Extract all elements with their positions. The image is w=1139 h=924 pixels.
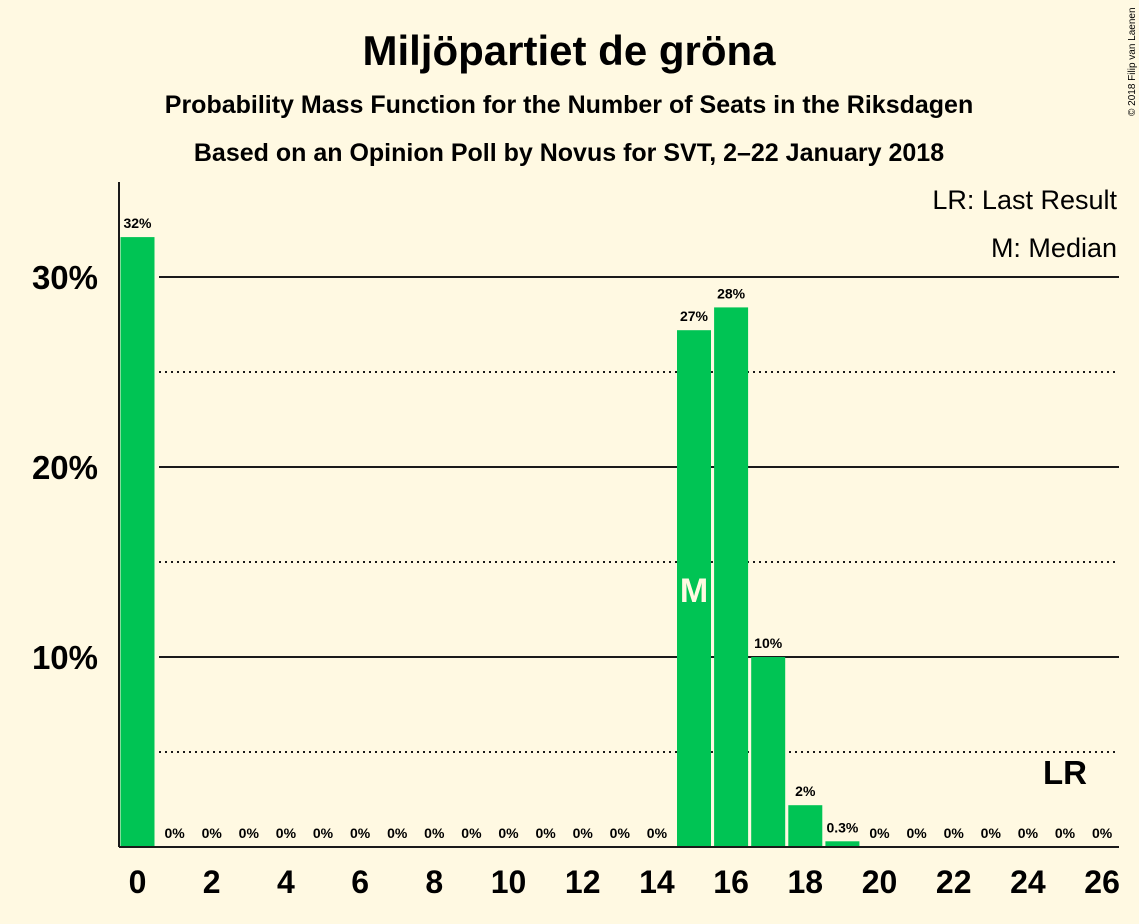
bar-value-label: 28% bbox=[717, 285, 746, 301]
bar-value-label: 0% bbox=[387, 825, 408, 841]
bar bbox=[714, 307, 749, 847]
x-tick-label: 18 bbox=[788, 864, 824, 900]
bar-value-label: 0% bbox=[424, 825, 445, 841]
x-tick-label: 10 bbox=[491, 864, 527, 900]
x-tick-label: 20 bbox=[862, 864, 898, 900]
bar-value-label: 10% bbox=[754, 635, 783, 651]
bar-value-label: 0.3% bbox=[826, 819, 858, 835]
x-tick-label: 4 bbox=[277, 864, 295, 900]
bar-value-label: 0% bbox=[944, 825, 965, 841]
bar-value-label: 0% bbox=[535, 825, 556, 841]
x-tick-label: 16 bbox=[713, 864, 749, 900]
bar-value-label: 2% bbox=[795, 783, 816, 799]
bar bbox=[677, 330, 711, 847]
chart-subtitle-1: Probability Mass Function for the Number… bbox=[165, 91, 973, 119]
bar bbox=[751, 657, 786, 847]
bar-value-label: 0% bbox=[164, 825, 185, 841]
x-tick-label: 2 bbox=[203, 864, 221, 900]
bar-value-label: 0% bbox=[239, 825, 260, 841]
bar-value-label: 0% bbox=[1018, 825, 1039, 841]
bar-value-label: 0% bbox=[1092, 825, 1113, 841]
chart-subtitle-2: Based on an Opinion Poll by Novus for SV… bbox=[194, 139, 944, 167]
x-tick-label: 0 bbox=[129, 864, 147, 900]
bar-value-label: 0% bbox=[313, 825, 334, 841]
bar-value-label: 32% bbox=[123, 215, 152, 231]
x-tick-label: 26 bbox=[1084, 864, 1120, 900]
bar bbox=[788, 805, 823, 847]
last-result-marker: LR bbox=[1043, 754, 1087, 791]
axes: 0 2 4 6 8 10 12 14 16 18 20 22 24 26 bbox=[118, 182, 1120, 900]
x-tick-label: 24 bbox=[1010, 864, 1046, 900]
bar-value-label: 0% bbox=[202, 825, 223, 841]
bar bbox=[825, 841, 860, 847]
bar bbox=[120, 237, 155, 848]
bar-value-label: 0% bbox=[647, 825, 668, 841]
bar-value-label: 0% bbox=[276, 825, 297, 841]
bar-value-label: 0% bbox=[981, 825, 1002, 841]
x-tick-label: 12 bbox=[565, 864, 601, 900]
gridlines: 10% 20% 30% bbox=[32, 259, 1119, 753]
bar-value-label: 0% bbox=[869, 825, 890, 841]
legend-median: M: Median bbox=[991, 233, 1117, 263]
x-tick-label: 22 bbox=[936, 864, 972, 900]
bar-value-label: 0% bbox=[573, 825, 594, 841]
x-tick-label: 8 bbox=[425, 864, 443, 900]
y-tick-label: 30% bbox=[32, 259, 98, 296]
chart-title: Miljöpartiet de gröna bbox=[362, 27, 776, 74]
bar-value-label: 0% bbox=[1055, 825, 1076, 841]
x-tick-label: 14 bbox=[639, 864, 675, 900]
bars: 32% 0% 0% 0% 0% 0% 0% 0% 0% 0% 0% 0% 0% 0% 0% 27% 28% 10%… bbox=[120, 215, 1113, 848]
median-marker: M bbox=[680, 572, 708, 610]
y-tick-label: 20% bbox=[32, 449, 98, 486]
y-tick-label: 10% bbox=[32, 639, 98, 676]
bar-value-label: 0% bbox=[350, 825, 371, 841]
bar-value-label: 0% bbox=[610, 825, 631, 841]
x-tick-label: 6 bbox=[351, 864, 369, 900]
copyright-notice: © 2018 Filip van Laenen bbox=[1127, 7, 1138, 116]
bar-value-label: 0% bbox=[461, 825, 482, 841]
bar-value-label: 0% bbox=[906, 825, 927, 841]
bar-value-label: 0% bbox=[498, 825, 519, 841]
bar-value-label: 27% bbox=[680, 308, 709, 324]
legend-last-result: LR: Last Result bbox=[932, 185, 1117, 215]
